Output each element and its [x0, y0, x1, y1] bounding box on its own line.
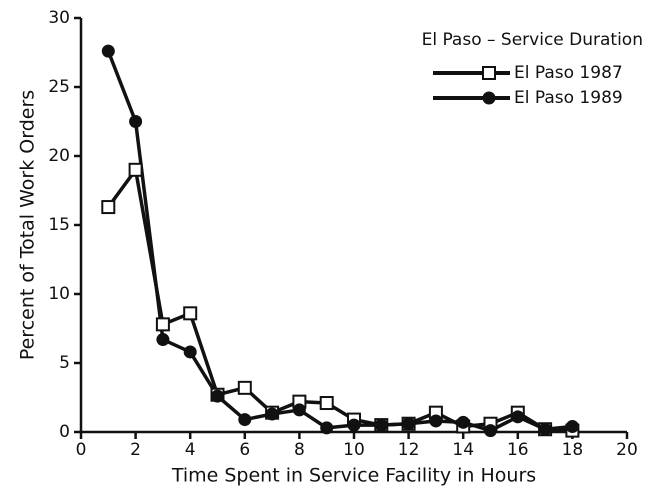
x-tick-label: 18 — [562, 440, 584, 460]
data-point — [456, 415, 470, 429]
data-point — [484, 424, 497, 438]
data-point — [429, 414, 443, 428]
data-point — [156, 333, 170, 347]
data-point — [183, 345, 197, 359]
series-line — [106, 50, 573, 433]
x-axis-label: Time Spent in Service Facility in Hours — [171, 465, 536, 487]
y-axis-label: Percent of Total Work Orders — [17, 90, 39, 360]
legend-label: El Paso 1987 — [514, 63, 623, 83]
y-tick-label: 5 — [59, 353, 70, 373]
legend-label: El Paso 1989 — [514, 88, 623, 108]
x-tick-label: 12 — [398, 440, 420, 460]
x-tick-label: 2 — [130, 440, 141, 460]
data-point — [237, 380, 252, 395]
data-point — [319, 396, 334, 411]
data-point — [292, 403, 306, 417]
series-line — [106, 168, 573, 433]
legend-marker — [482, 91, 496, 105]
data-point — [320, 421, 334, 435]
data-point — [538, 422, 552, 436]
x-tick-label: 4 — [185, 440, 196, 460]
data-point — [129, 115, 143, 128]
data-point — [511, 410, 525, 424]
data-point — [265, 407, 279, 421]
y-tick-label: 0 — [59, 422, 70, 442]
y-tick-label: 25 — [48, 77, 70, 97]
x-tick-label: 8 — [294, 440, 305, 460]
data-point — [211, 389, 224, 403]
y-tick-label: 30 — [48, 8, 70, 28]
x-tick-label: 20 — [616, 440, 638, 460]
y-tick-label: 15 — [48, 215, 70, 235]
chart-title: El Paso – Service Duration — [422, 30, 643, 50]
data-point — [155, 317, 170, 332]
data-point — [374, 418, 388, 432]
x-tick-label: 14 — [452, 440, 474, 460]
data-point — [101, 44, 115, 58]
data-point — [238, 413, 252, 427]
legend-marker — [482, 66, 496, 80]
x-tick-label: 10 — [343, 440, 365, 460]
data-point — [101, 200, 116, 215]
x-tick-label: 16 — [507, 440, 529, 460]
x-tick-label: 6 — [239, 440, 250, 460]
data-point — [402, 417, 416, 431]
y-tick-label: 20 — [48, 146, 70, 166]
x-tick-label: 0 — [76, 440, 87, 460]
data-point — [183, 306, 198, 321]
data-point — [128, 162, 143, 177]
y-tick-label: 10 — [48, 284, 70, 304]
data-point — [565, 419, 579, 433]
data-point — [347, 418, 361, 432]
